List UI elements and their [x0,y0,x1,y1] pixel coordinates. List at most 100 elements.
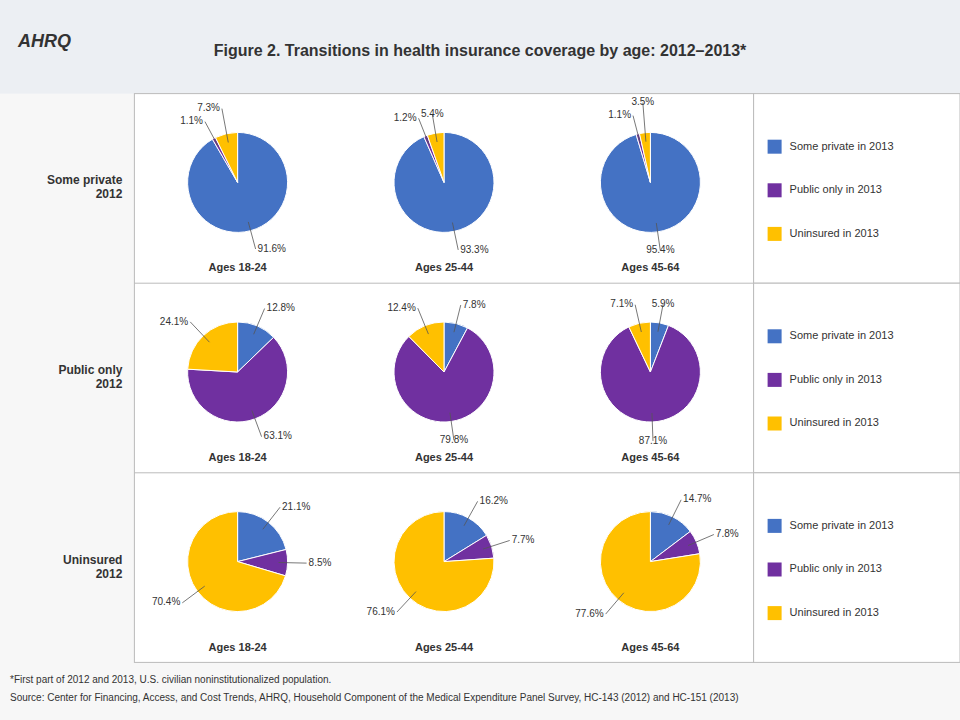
leader-line [606,593,624,614]
pie: 14.7%7.8%77.6%Ages 45-64 [575,493,739,652]
pie-slice [188,322,238,372]
pie-slice [629,322,651,372]
footnote: *First part of 2012 and 2013, U.S. civil… [10,674,331,685]
pie-slice [215,132,237,182]
data-label: 7.8% [716,528,739,539]
legend-frame [754,94,960,284]
legend-swatch [768,183,782,197]
legend: Some private in 2013 Public only in 2013 U… [754,473,960,663]
data-label: 63.1% [264,430,292,441]
pie: 16.2%7.7%76.1%Ages 25-44 [367,495,535,653]
pie-slice [639,132,650,182]
data-label: 76.1% [367,606,395,617]
leader-line [222,109,228,143]
legend-label: Uninsured in 2013 [790,416,879,428]
data-label: 7.1% [610,298,633,309]
leader-line [483,540,510,549]
leader-line [279,562,307,564]
leader-line [635,305,641,332]
pie-slice [600,512,700,612]
leader-line [454,305,461,332]
column-label: Ages 45-64 [621,261,680,273]
legend-label: Some private in 2013 [790,329,894,341]
data-label: 24.1% [160,315,188,326]
data-label: 7.3% [197,102,220,113]
data-label: 7.7% [512,534,535,545]
data-label: 95.4% [646,244,674,255]
data-label: 14.7% [683,493,711,504]
leader-line [643,103,646,142]
data-label: 1.2% [394,112,417,123]
leader-line [182,586,204,603]
row-divider [134,283,753,284]
leader-line [254,309,265,335]
column-label: Ages 25-44 [415,451,474,463]
legend-swatch [768,519,782,533]
pie-slice [188,132,288,232]
column-label: Ages 45-64 [621,451,680,463]
row-label: Public only2012 [58,363,122,391]
pie-slice [600,132,700,232]
row-label-line: 2012 [96,567,123,581]
data-label: 8.5% [309,557,332,568]
legend: Some private in 2013 Public only in 2013 U… [754,283,960,473]
column-label: Ages 45-64 [621,641,680,653]
data-label: 3.5% [631,96,654,107]
pie-slice [394,512,494,612]
leader-line [419,118,429,144]
row-label-line: Uninsured [63,553,122,567]
legend-swatch [768,606,782,620]
row-label: Some private2012 [47,174,123,202]
data-label: 12.8% [267,302,295,313]
row-label-line: Some private [47,174,123,188]
pie-slice [188,512,286,612]
leader-line [248,222,255,249]
data-label: 21.1% [282,501,310,512]
legend: Some private in 2013Public only in 2013U… [754,94,960,284]
legend-swatch [768,373,782,387]
background [0,0,960,720]
row-label: Uninsured2012 [63,553,123,581]
pie: 21.1%8.5%70.4%Ages 18-24 [152,501,332,653]
data-label: 5.4% [421,108,444,119]
annotation: AHRQ [17,31,71,51]
legend-frame [754,473,960,663]
pie: 5.9% 87.1% 7.1% Ages 45-64 [600,298,700,463]
data-label: 91.6% [258,243,286,254]
data-label: 79.8% [440,434,468,445]
legend-label: Public only in 2013 [790,373,882,385]
legend-label: Some private in 2013 [790,519,894,531]
data-label: 87.1% [639,435,667,446]
leader-line [464,501,478,525]
column-label: Ages 18-24 [209,261,268,273]
leader-line [669,500,681,525]
pie-slice [394,132,494,232]
header-band [0,0,960,94]
data-label: 5.9% [652,298,675,309]
legend-swatch [768,417,782,431]
leader-line [397,592,416,612]
chart: AHRQ Figure 2. Transitions in health insu… [0,0,960,720]
legend-swatch [768,562,782,576]
leader-line [190,322,209,342]
pie-slice [427,132,444,182]
legend-swatch [768,140,782,154]
pie: 91.6%1.1%7.3%Ages 18-24 [180,102,287,273]
title: Figure 2. Transitions in health insuranc… [214,42,747,59]
legend-swatch [768,329,782,343]
footnote: Source: Center for Financing, Access, an… [10,692,739,703]
legend-frame [754,283,960,473]
column-label: Ages 25-44 [415,641,474,653]
legend-swatch [768,227,782,241]
legend-label: Public only in 2013 [790,183,882,195]
pie: 93.3%1.2%5.4%Ages 25-44 [394,108,494,273]
data-label: 1.1% [608,109,631,120]
legend-label: Uninsured in 2013 [790,606,879,618]
leader-line [688,535,714,546]
column-label: Ages 18-24 [209,641,268,653]
pie: 7.8%79.8%12.4%Ages 25-44 [387,299,494,463]
chart-frame [134,94,753,663]
legend-label: Public only in 2013 [790,562,882,574]
data-label: 12.4% [387,302,415,313]
row-label-line: Public only [58,363,122,377]
